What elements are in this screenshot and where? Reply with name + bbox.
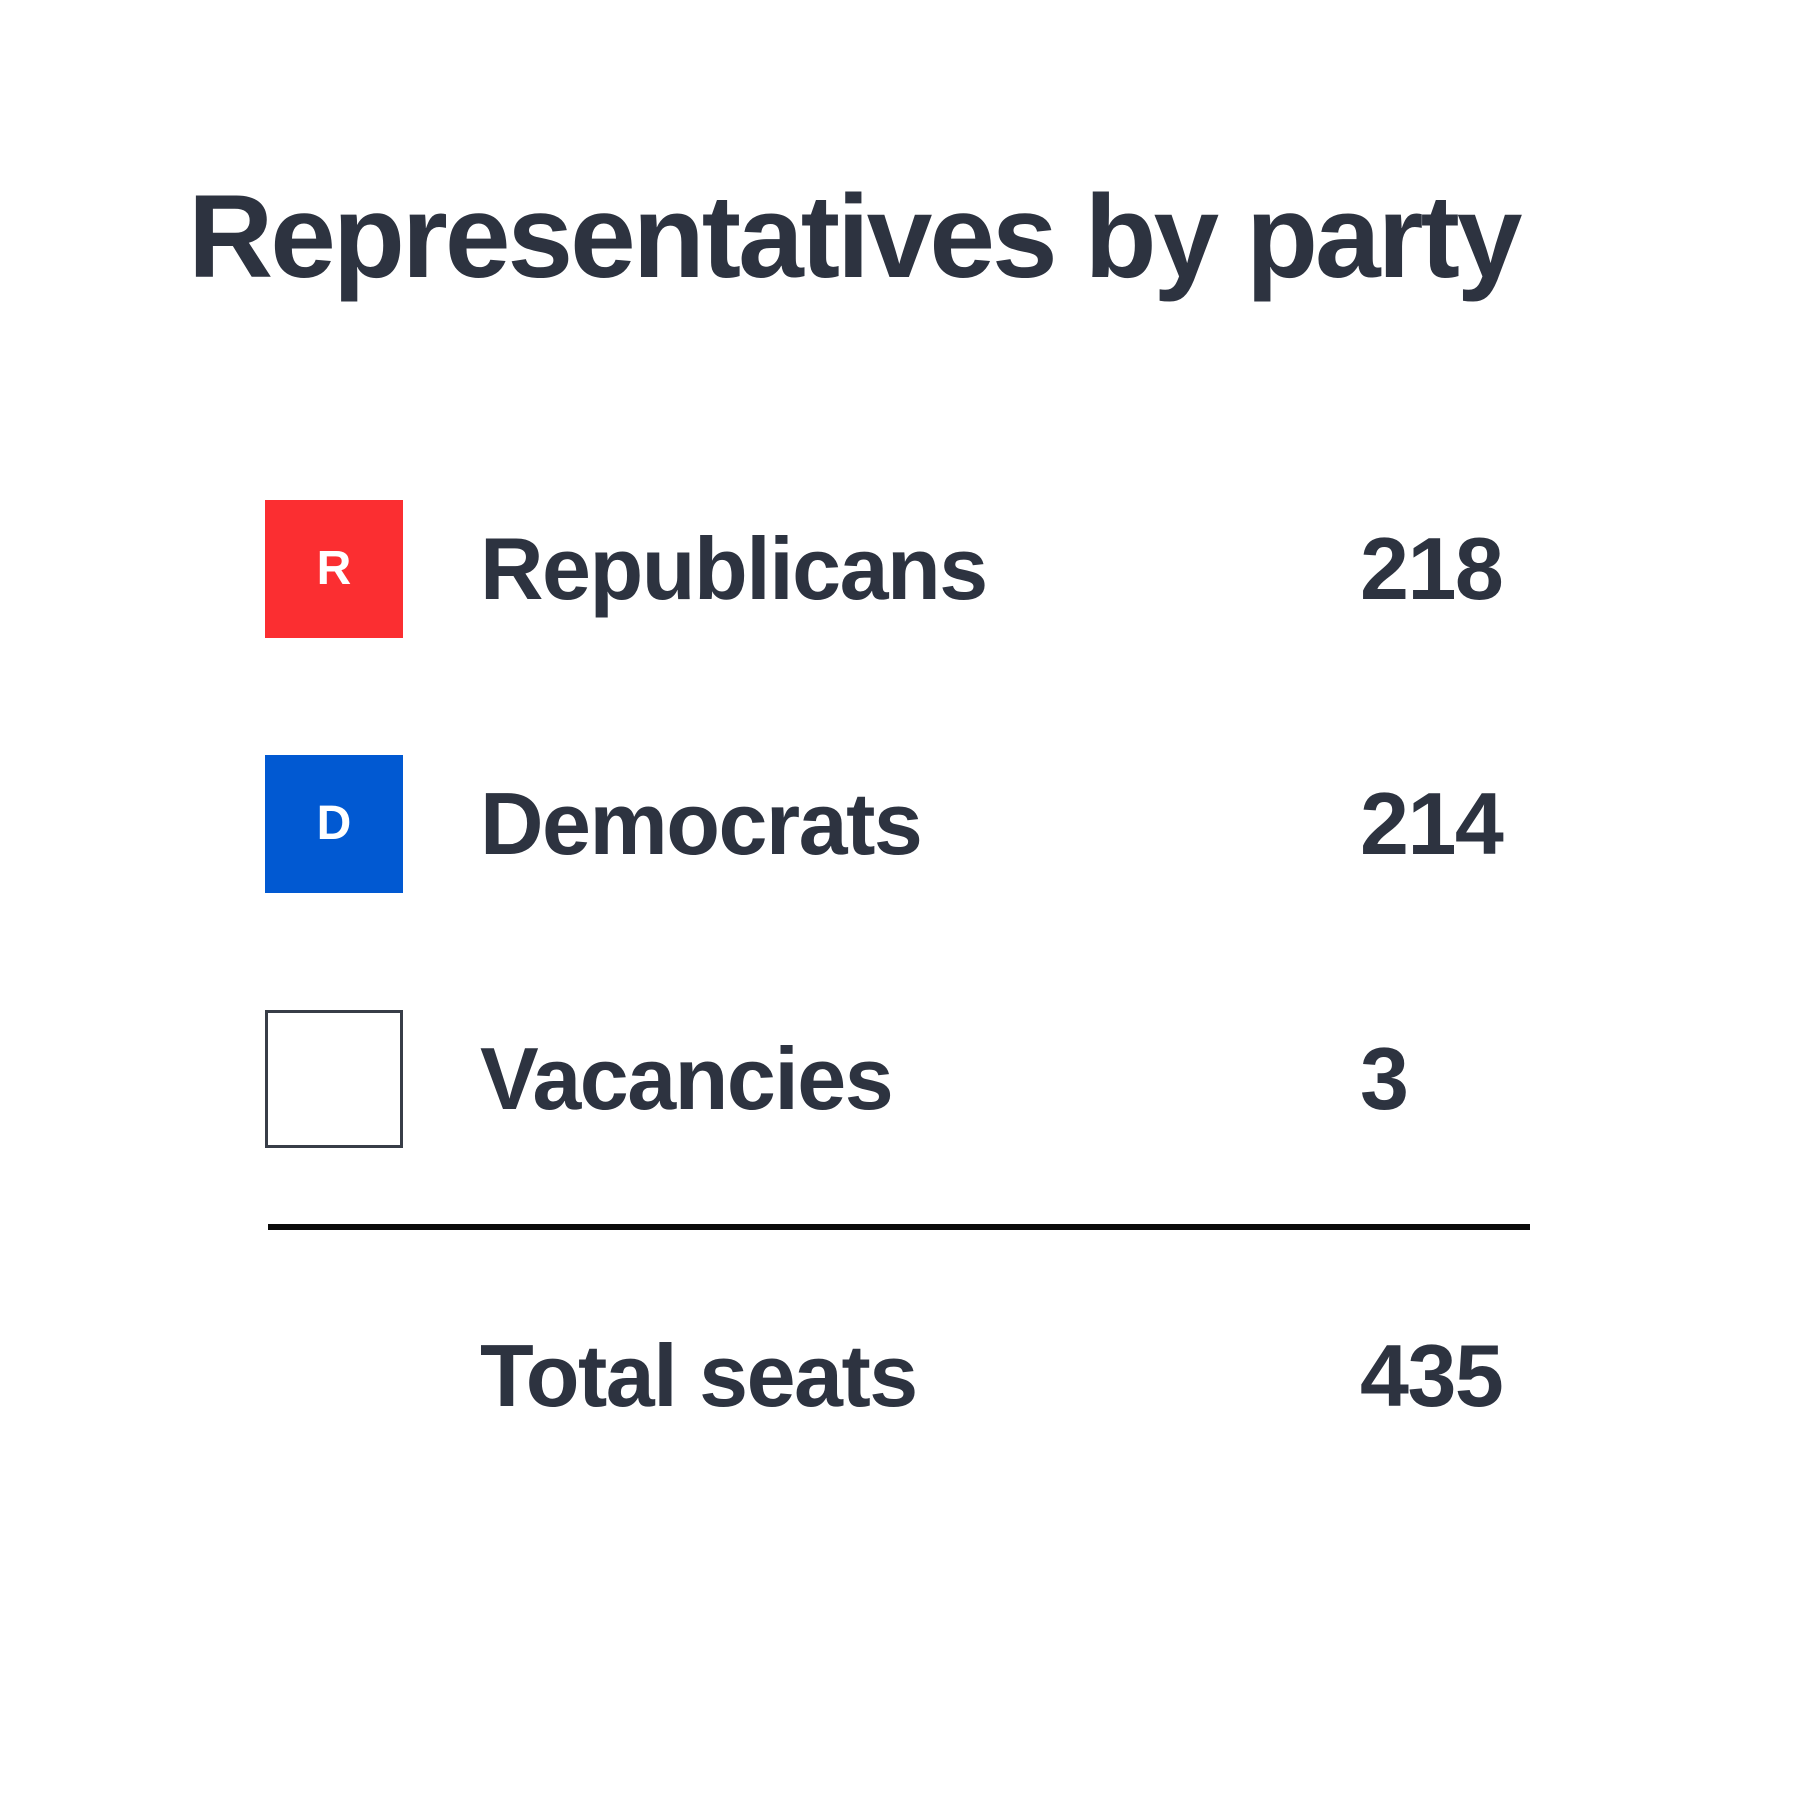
legend-row-democrats: D Democrats 214 xyxy=(265,755,1665,893)
legend-row-vacancies: Vacancies 3 xyxy=(265,1010,1665,1148)
total-seats-label: Total seats xyxy=(480,1326,918,1425)
vacancy-swatch xyxy=(265,1010,403,1148)
democrats-label: Democrats xyxy=(480,774,923,873)
vacancies-label: Vacancies xyxy=(480,1029,894,1128)
democrat-swatch: D xyxy=(265,755,403,893)
vacancies-seat-count: 3 xyxy=(1360,1029,1409,1128)
republican-swatch: R xyxy=(265,500,403,638)
legend-row-republicans: R Republicans 218 xyxy=(265,500,1665,638)
chart-title: Representatives by party xyxy=(188,171,1522,303)
total-row-spacer xyxy=(265,1307,403,1445)
republicans-seat-count: 218 xyxy=(1360,519,1504,618)
republicans-label: Republicans xyxy=(480,519,988,618)
total-row: Total seats 435 xyxy=(265,1307,1665,1445)
republican-swatch-letter: R xyxy=(316,542,352,595)
democrat-swatch-letter: D xyxy=(316,797,352,850)
democrats-seat-count: 214 xyxy=(1360,774,1504,873)
total-seats-value: 435 xyxy=(1360,1326,1504,1425)
divider-line xyxy=(268,1224,1530,1230)
